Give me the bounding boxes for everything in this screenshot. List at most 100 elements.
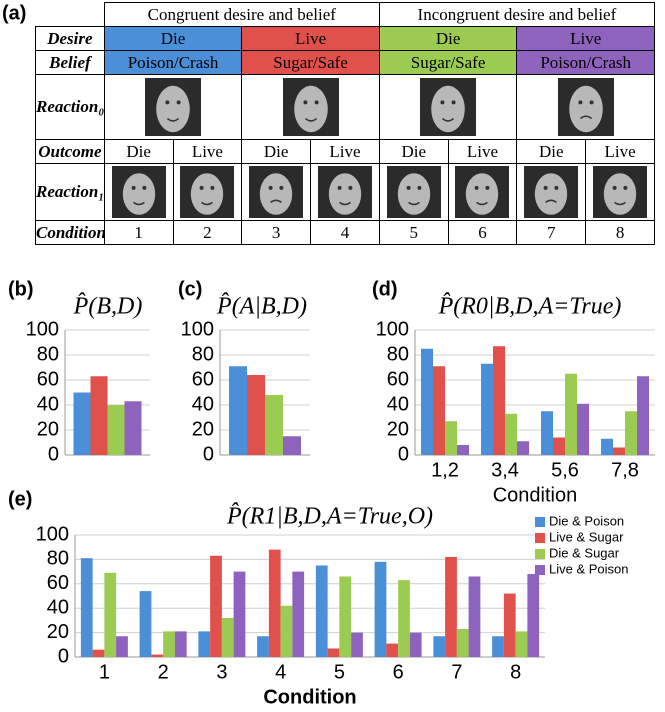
bar bbox=[469, 576, 481, 657]
face-photo bbox=[593, 166, 647, 218]
legend-swatch bbox=[535, 565, 545, 575]
y-tick-label: 40 bbox=[47, 596, 69, 618]
y-tick-label: 60 bbox=[47, 572, 69, 594]
x-tick-label: 3,4 bbox=[491, 459, 519, 481]
condition-cell: 1 bbox=[104, 221, 173, 245]
bar bbox=[541, 411, 553, 455]
desire-cell: Die bbox=[379, 27, 517, 51]
y-tick-label: 60 bbox=[387, 368, 409, 390]
x-axis-title: Condition bbox=[263, 686, 356, 708]
reaction0-cell bbox=[379, 75, 517, 140]
x-tick-label: 7,8 bbox=[611, 459, 639, 481]
bar bbox=[281, 606, 293, 657]
bar bbox=[637, 376, 649, 455]
y-tick-label: 0 bbox=[58, 645, 69, 667]
bar bbox=[257, 636, 269, 657]
bar bbox=[421, 349, 433, 455]
bar bbox=[493, 346, 505, 455]
belief-cell: Poison/Crash bbox=[104, 51, 242, 75]
bar bbox=[229, 366, 247, 455]
reaction1-cell bbox=[242, 164, 311, 221]
legend-swatch bbox=[535, 549, 545, 559]
x-tick-label: 1,2 bbox=[431, 459, 459, 481]
face-photo bbox=[420, 78, 476, 136]
bar bbox=[410, 633, 422, 657]
y-tick-label: 60 bbox=[192, 368, 214, 390]
table-row: Condition12345678 bbox=[36, 221, 655, 245]
y-tick-label: 0 bbox=[48, 443, 59, 465]
row-label: Desire bbox=[36, 27, 105, 51]
y-tick-label: 80 bbox=[47, 548, 69, 570]
reaction1-cell bbox=[379, 164, 448, 221]
bar bbox=[74, 393, 91, 456]
outcome-cell: Live bbox=[173, 140, 242, 164]
reaction0-cell bbox=[242, 75, 380, 140]
bar bbox=[93, 650, 105, 657]
x-tick-label: 6 bbox=[393, 661, 404, 683]
bar bbox=[625, 411, 637, 455]
legend-label: Die & Sugar bbox=[549, 545, 620, 560]
reaction1-cell bbox=[586, 164, 655, 221]
legend-label: Live & Poison bbox=[549, 561, 629, 576]
x-tick-label: 4 bbox=[275, 661, 286, 683]
bar bbox=[339, 576, 351, 657]
face-photo bbox=[112, 166, 166, 218]
bar bbox=[269, 550, 281, 657]
y-tick-label: 80 bbox=[37, 343, 59, 365]
face-photo bbox=[558, 78, 614, 136]
bar bbox=[351, 633, 363, 657]
bar bbox=[565, 374, 577, 455]
legend-label: Live & Sugar bbox=[549, 529, 624, 544]
outcome-cell: Die bbox=[104, 140, 173, 164]
bar bbox=[386, 644, 398, 657]
x-tick-label: 7 bbox=[451, 661, 462, 683]
bar bbox=[375, 562, 387, 657]
stimulus-table: Congruent desire and beliefIncongruent d… bbox=[35, 2, 655, 245]
belief-cell: Sugar/Safe bbox=[242, 51, 380, 75]
face-photo bbox=[145, 78, 201, 136]
bar bbox=[433, 366, 445, 455]
panel-label: (e) bbox=[8, 488, 32, 510]
desire-cell: Live bbox=[242, 27, 380, 51]
bar bbox=[292, 572, 304, 657]
bar bbox=[457, 445, 469, 455]
row-label: Belief bbox=[36, 51, 105, 75]
group-header: Incongruent desire and belief bbox=[379, 3, 654, 27]
condition-cell: 5 bbox=[379, 221, 448, 245]
bar bbox=[398, 580, 410, 657]
bar bbox=[175, 631, 187, 657]
belief-cell: Poison/Crash bbox=[517, 51, 655, 75]
corner-cell bbox=[36, 3, 105, 27]
bar bbox=[517, 441, 529, 455]
y-tick-label: 40 bbox=[37, 393, 59, 415]
panel-label: (a) bbox=[2, 2, 26, 24]
bar bbox=[445, 557, 457, 657]
face-photo bbox=[283, 78, 339, 136]
condition-cell: 3 bbox=[242, 221, 311, 245]
group-header: Congruent desire and belief bbox=[104, 3, 379, 27]
bar bbox=[91, 376, 108, 455]
bar bbox=[481, 364, 493, 455]
face-photo bbox=[318, 166, 372, 218]
bar bbox=[553, 438, 565, 456]
y-tick-label: 0 bbox=[203, 443, 214, 465]
desire-cell: Live bbox=[517, 27, 655, 51]
y-tick-label: 100 bbox=[376, 318, 409, 340]
bar bbox=[81, 558, 93, 657]
bar bbox=[445, 421, 457, 455]
y-tick-label: 20 bbox=[47, 621, 69, 643]
bar bbox=[140, 591, 152, 657]
belief-cell: Sugar/Safe bbox=[379, 51, 517, 75]
outcome-cell: Live bbox=[311, 140, 380, 164]
bar bbox=[492, 636, 504, 657]
condition-cell: 2 bbox=[173, 221, 242, 245]
outcome-cell: Die bbox=[517, 140, 586, 164]
bar bbox=[613, 448, 625, 456]
row-label: Reaction₁ bbox=[36, 164, 105, 221]
y-tick-label: 100 bbox=[181, 318, 214, 340]
bar bbox=[247, 375, 265, 455]
bar bbox=[198, 631, 210, 657]
condition-cell: 4 bbox=[311, 221, 380, 245]
